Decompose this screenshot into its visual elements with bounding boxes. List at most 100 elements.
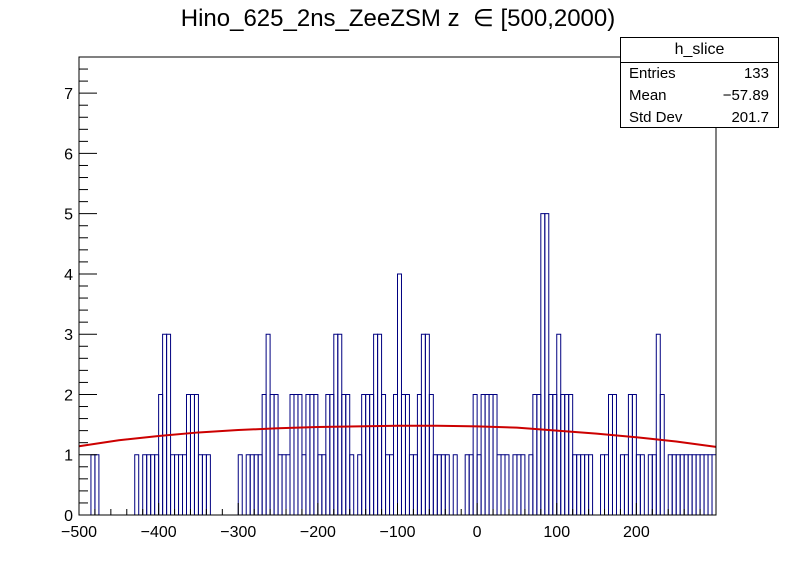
histogram-bin	[166, 333, 172, 515]
histogram-bin	[185, 393, 191, 515]
x-tick-label: −400	[141, 524, 177, 541]
histogram-bin	[404, 393, 410, 515]
histogram-bin	[584, 454, 590, 515]
histogram-bin	[699, 454, 705, 515]
histogram-bin	[544, 213, 550, 515]
histogram-bin	[285, 454, 291, 515]
histogram-bin	[142, 454, 148, 515]
histogram-bin	[659, 393, 665, 515]
histogram-bin	[424, 333, 430, 515]
histogram-bin	[695, 454, 701, 515]
histogram-bin	[265, 333, 271, 515]
histogram-bin	[683, 454, 689, 515]
histogram-bin	[536, 393, 542, 515]
histogram-bin	[317, 454, 323, 515]
stats-row-mean: Mean −57.89	[621, 85, 778, 107]
fit-line	[78, 424, 717, 448]
histogram-bin	[707, 454, 713, 515]
histogram-bin	[627, 393, 633, 515]
histogram-bin	[178, 454, 184, 515]
histogram-bin	[428, 393, 434, 515]
histogram-bin	[397, 273, 402, 515]
stats-box: h_slice Entries 133 Mean −57.89 Std Dev …	[620, 37, 779, 128]
histogram-bin	[237, 454, 243, 515]
histogram-bin	[500, 454, 506, 515]
histogram-bin	[588, 454, 594, 515]
histogram-bin	[321, 454, 327, 515]
histogram-bin	[691, 454, 697, 515]
histogram-bin	[576, 454, 582, 515]
y-tick-label: 5	[64, 207, 73, 224]
histogram-bin	[269, 393, 275, 515]
histogram-bin	[496, 454, 502, 515]
histogram-bin	[647, 454, 653, 515]
histogram-bin	[154, 454, 160, 515]
histogram-bin	[253, 454, 259, 515]
histogram-bin	[420, 333, 426, 515]
histogram-bin	[245, 454, 251, 515]
histogram-bin	[635, 454, 641, 515]
y-tick-label: 3	[64, 327, 73, 344]
x-tick-label: −300	[220, 524, 256, 541]
stats-label: Mean	[629, 87, 667, 104]
histogram-bin	[193, 393, 199, 515]
histogram-bin	[205, 454, 211, 515]
histogram-bin	[436, 454, 442, 515]
histogram-bin	[377, 333, 383, 515]
histogram-bin	[416, 393, 422, 515]
histogram-bin	[671, 454, 677, 515]
histogram-bin	[349, 454, 355, 515]
histogram-bin	[325, 393, 331, 515]
histogram-bin	[201, 454, 207, 515]
y-tick-label: 4	[64, 267, 73, 284]
histogram-bin	[373, 333, 379, 515]
histogram-bin	[492, 393, 498, 515]
histogram-bin	[476, 454, 482, 515]
histogram-bin	[249, 454, 255, 515]
histogram-bin	[432, 454, 438, 515]
histogram-bin	[452, 454, 458, 515]
x-tick-label: −500	[61, 524, 97, 541]
histogram-bin	[504, 454, 510, 515]
histogram-bin	[90, 454, 96, 515]
histogram-bin	[480, 393, 486, 515]
histogram-bin	[357, 454, 363, 515]
histogram-bin	[651, 454, 657, 515]
histogram-bin	[257, 454, 263, 515]
x-tick-label: −200	[300, 524, 336, 541]
histogram-bin	[297, 393, 303, 515]
histogram-bin	[301, 454, 307, 515]
axes: −500 −400 −300 −200 −100 0 100 200 0 1 2 3 4 5 6 7	[61, 68, 701, 541]
y-tick-label: 1	[64, 448, 73, 465]
histogram-bin	[162, 333, 168, 515]
histogram-bin	[381, 393, 387, 515]
histogram-bin	[703, 454, 709, 515]
y-tick-label: 2	[64, 387, 73, 404]
histogram-bin	[552, 393, 558, 515]
histogram-bin	[528, 454, 534, 515]
histogram-bin	[293, 393, 299, 515]
histogram-bin	[341, 393, 347, 515]
histogram-bin	[548, 393, 554, 515]
stats-row-stddev: Std Dev 201.7	[621, 107, 778, 129]
histogram-bin	[309, 393, 315, 515]
histogram-bin	[369, 393, 375, 515]
histogram-bin	[532, 393, 538, 515]
histogram-bin	[412, 454, 418, 515]
histogram-bin	[623, 454, 629, 515]
histogram-bin	[408, 454, 414, 515]
histogram-bin	[182, 454, 187, 515]
histogram-bin	[600, 454, 606, 515]
histogram-bin	[400, 393, 406, 515]
histogram-bin	[687, 454, 693, 515]
histogram-bin	[361, 393, 367, 515]
histogram-bin	[572, 454, 578, 515]
histogram-bin	[631, 393, 637, 515]
histogram-bin	[564, 393, 570, 515]
histogram-bin	[568, 393, 574, 515]
histogram-bin	[580, 454, 586, 515]
histogram-bin	[170, 454, 176, 515]
histogram-bin	[472, 393, 478, 515]
histogram-bin	[512, 454, 518, 515]
